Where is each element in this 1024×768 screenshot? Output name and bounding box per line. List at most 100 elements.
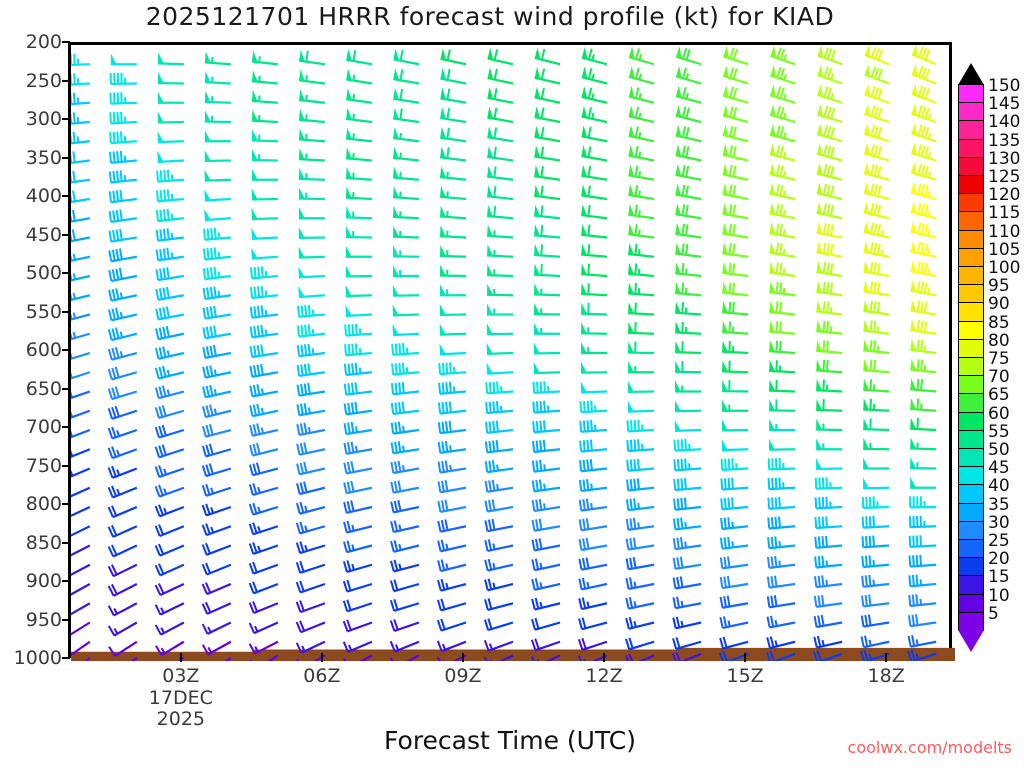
wind-barb bbox=[439, 185, 467, 201]
wind-barb bbox=[248, 621, 279, 635]
wind-barb bbox=[298, 286, 325, 299]
colorbar-segment[interactable] bbox=[958, 156, 984, 176]
colorbar-segment[interactable] bbox=[958, 520, 984, 540]
wind-barb bbox=[486, 323, 514, 336]
colorbar-segment[interactable] bbox=[958, 611, 984, 631]
colorbar-segment[interactable] bbox=[958, 466, 984, 486]
wind-barb bbox=[484, 518, 514, 533]
colorbar-segment[interactable] bbox=[958, 102, 984, 122]
colorbar-segment[interactable] bbox=[958, 284, 984, 304]
wind-barb-surface bbox=[249, 654, 279, 661]
wind-barb bbox=[910, 260, 937, 278]
wind-barb bbox=[863, 280, 890, 297]
wind-barb bbox=[628, 184, 655, 201]
colorbar-segment[interactable] bbox=[958, 138, 984, 158]
wind-barb bbox=[437, 539, 467, 553]
wind-barb bbox=[672, 537, 702, 551]
wind-barb bbox=[296, 403, 326, 417]
wind-barb bbox=[487, 126, 514, 143]
wind-barb bbox=[766, 636, 796, 650]
wind-barb bbox=[71, 131, 90, 145]
colorbar-segment[interactable] bbox=[958, 338, 984, 358]
wind-barb bbox=[581, 164, 608, 181]
colorbar-segment[interactable] bbox=[958, 429, 984, 449]
wind-barb bbox=[201, 542, 232, 556]
wind-barb bbox=[157, 91, 184, 104]
wind-barb bbox=[860, 635, 890, 649]
wind-barb bbox=[863, 319, 890, 335]
colorbar-segment[interactable] bbox=[958, 593, 984, 613]
wind-barb bbox=[625, 617, 655, 630]
colorbar-segment[interactable] bbox=[958, 211, 984, 231]
wind-barb bbox=[770, 65, 796, 85]
wind-barb bbox=[296, 461, 326, 476]
colorbar-tick-label: 105 bbox=[988, 239, 1021, 260]
y-tick-label: 650 bbox=[25, 377, 62, 400]
wind-barb bbox=[392, 284, 419, 297]
wind-barb-surface bbox=[624, 653, 655, 661]
x-tick-label: 18Z bbox=[867, 665, 905, 687]
wind-barb bbox=[863, 398, 890, 412]
wind-barb bbox=[675, 360, 702, 374]
colorbar-segment[interactable] bbox=[958, 120, 984, 140]
wind-barb bbox=[625, 537, 655, 551]
wind-barb bbox=[392, 245, 419, 258]
wind-barb bbox=[204, 209, 231, 222]
colorbar-segment[interactable] bbox=[958, 302, 984, 322]
colorbar-segment[interactable] bbox=[958, 84, 984, 104]
wind-barb bbox=[345, 304, 372, 317]
colorbar-segment[interactable] bbox=[958, 557, 984, 577]
wind-barb bbox=[578, 498, 608, 512]
wind-barb bbox=[581, 145, 608, 162]
wind-barb bbox=[389, 598, 420, 612]
colorbar-segment[interactable] bbox=[958, 575, 984, 595]
wind-barb bbox=[296, 363, 326, 377]
y-tick-mark bbox=[62, 387, 70, 390]
wind-barb bbox=[628, 243, 655, 258]
wind-barb bbox=[251, 227, 278, 240]
wind-barb bbox=[769, 143, 796, 162]
colorbar-tick-label: 115 bbox=[988, 203, 1021, 224]
colorbar-segment[interactable] bbox=[958, 502, 984, 522]
wind-barb bbox=[298, 148, 325, 162]
colorbar-segment[interactable] bbox=[958, 357, 984, 377]
colorbar-segment[interactable] bbox=[958, 266, 984, 286]
wind-barb bbox=[817, 45, 843, 66]
wind-barb bbox=[390, 401, 420, 416]
colorbar-segment[interactable] bbox=[958, 320, 984, 340]
wind-barb bbox=[626, 478, 655, 492]
wind-barb bbox=[298, 246, 325, 259]
colorbar-segment[interactable] bbox=[958, 393, 984, 413]
wind-barb bbox=[816, 418, 843, 432]
wind-barb bbox=[343, 362, 373, 377]
colorbar-segment[interactable] bbox=[958, 375, 984, 395]
colorbar-segment[interactable] bbox=[958, 411, 984, 431]
wind-barb bbox=[248, 561, 279, 575]
colorbar-segment[interactable] bbox=[958, 229, 984, 249]
colorbar-segment[interactable] bbox=[958, 193, 984, 213]
colorbar-segment[interactable] bbox=[958, 448, 984, 468]
wind-barb bbox=[201, 601, 232, 615]
wind-barb bbox=[766, 555, 796, 570]
wind-barb bbox=[154, 583, 185, 596]
colorbar[interactable]: 150 145 140 135 130 125 120 115 110 105 100 95 90 85 8… bbox=[958, 63, 1020, 652]
wind-barb bbox=[577, 637, 608, 651]
y-tick-label: 800 bbox=[25, 493, 62, 515]
wind-barb bbox=[342, 619, 373, 633]
wind-barb bbox=[204, 71, 231, 85]
colorbar-segment[interactable] bbox=[958, 484, 984, 504]
colorbar-segment[interactable] bbox=[958, 175, 984, 195]
wind-barb bbox=[722, 222, 749, 239]
watermark: coolwx.com/modelts bbox=[847, 738, 1012, 757]
wind-barb bbox=[675, 105, 702, 124]
colorbar-segment[interactable] bbox=[958, 247, 984, 267]
wind-barb bbox=[437, 519, 467, 533]
wind-barb bbox=[816, 123, 843, 143]
y-tick-label: 600 bbox=[25, 339, 62, 361]
y-tick-mark bbox=[62, 79, 70, 82]
wind-barb bbox=[861, 516, 890, 529]
wind-barb bbox=[578, 617, 608, 631]
wind-barb bbox=[581, 322, 608, 335]
colorbar-segment[interactable] bbox=[958, 539, 984, 559]
x-tick-label: 09Z bbox=[444, 665, 482, 687]
